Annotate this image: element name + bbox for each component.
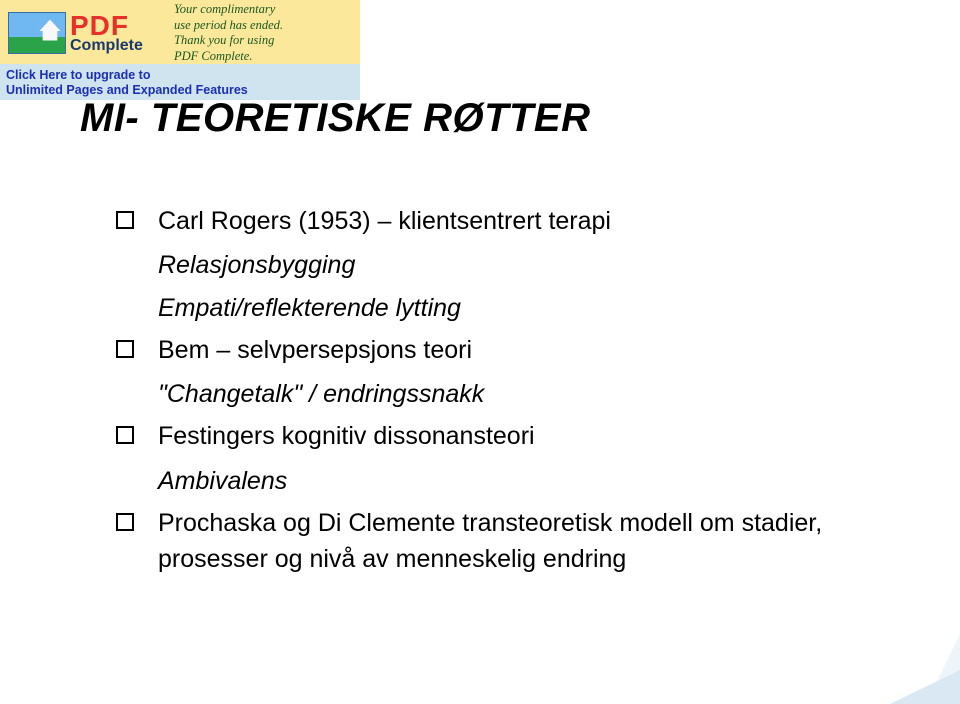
pdf-complete-logo-text: PDF Complete: [70, 12, 143, 54]
page-fold-decor: [890, 670, 960, 704]
complete-label: Complete: [70, 38, 143, 54]
slide: MI- TEORETISKE RØTTER Carl Rogers (1953)…: [0, 0, 960, 704]
trial-message-l3: Thank you for using: [174, 33, 283, 49]
bullet-3: Festingers kognitiv dissonansteori: [116, 418, 880, 454]
pdf-complete-logo-icon: [8, 12, 66, 54]
trial-message: Your complimentary use period has ended.…: [174, 2, 283, 65]
bullet-2: Bem – selvpersepsjons teori: [116, 332, 880, 368]
bullet-list: Bem – selvpersepsjons teori: [116, 332, 880, 368]
bullet-1: Carl Rogers (1953) – klientsentrert tera…: [116, 203, 880, 239]
bullet-list: Carl Rogers (1953) – klientsentrert tera…: [116, 203, 880, 239]
bullet-1-sub-2: Empati/reflekterende lytting: [158, 290, 880, 326]
trial-message-l2: use period has ended.: [174, 18, 283, 34]
bullet-1-sub-1: Relasjonsbygging: [158, 247, 880, 283]
trial-message-l4: PDF Complete.: [174, 49, 283, 65]
bullet-list: Festingers kognitiv dissonansteori: [116, 418, 880, 454]
pdf-complete-logo: PDF Complete: [8, 6, 166, 60]
trial-message-l1: Your complimentary: [174, 2, 283, 18]
slide-title: MI- TEORETISKE RØTTER: [80, 96, 880, 141]
pdf-label: PDF: [70, 12, 143, 40]
bullet-3-sub-1: Ambivalens: [158, 463, 880, 499]
bullet-2-sub-1: "Changetalk" / endringssnakk: [158, 376, 880, 412]
upgrade-link-line1[interactable]: Click Here to upgrade to: [6, 68, 150, 82]
bullet-4: Prochaska og Di Clemente transteoretisk …: [116, 505, 880, 578]
bullet-list: Prochaska og Di Clemente transteoretisk …: [116, 505, 880, 578]
upgrade-link-line2[interactable]: Unlimited Pages and Expanded Features: [6, 83, 248, 97]
